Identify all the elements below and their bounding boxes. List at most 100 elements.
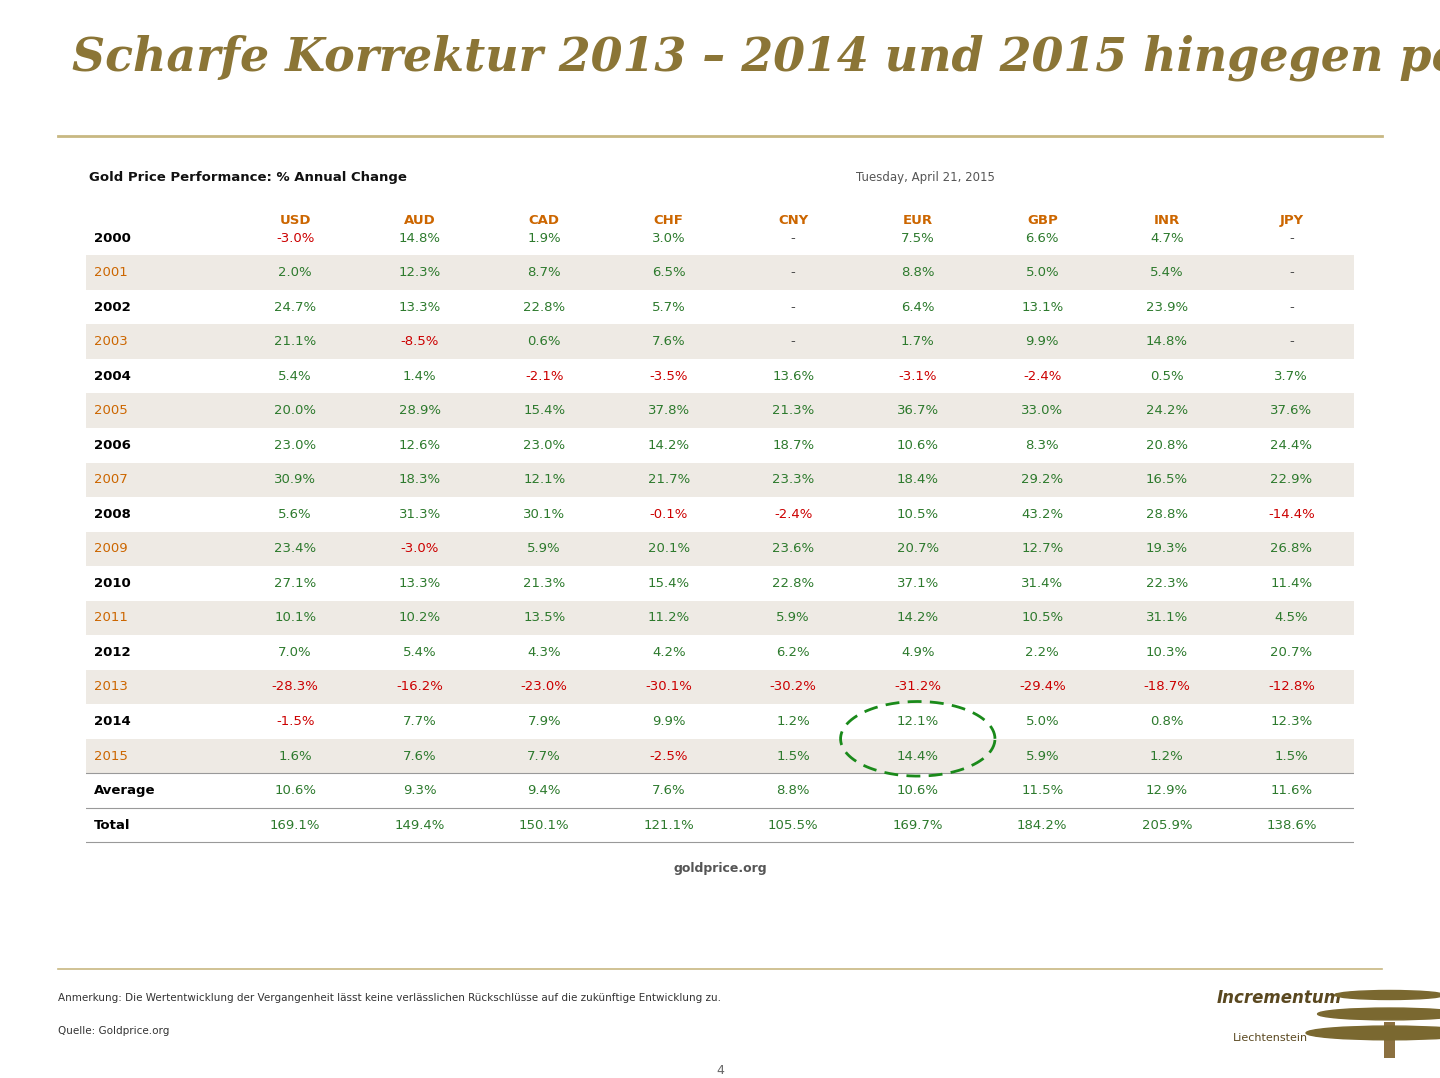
Text: -31.2%: -31.2% bbox=[894, 680, 942, 693]
Text: 14.4%: 14.4% bbox=[897, 749, 939, 762]
Text: 21.3%: 21.3% bbox=[772, 404, 815, 417]
Text: 11.5%: 11.5% bbox=[1021, 784, 1063, 797]
Text: Average: Average bbox=[94, 784, 156, 797]
Text: 12.9%: 12.9% bbox=[1146, 784, 1188, 797]
Text: Gold Price Performance: % Annual Change: Gold Price Performance: % Annual Change bbox=[89, 171, 408, 184]
Text: 23.0%: 23.0% bbox=[523, 439, 566, 452]
Text: -: - bbox=[1289, 335, 1293, 348]
Text: 13.3%: 13.3% bbox=[399, 577, 441, 590]
Text: 9.9%: 9.9% bbox=[1025, 335, 1058, 348]
Text: 138.6%: 138.6% bbox=[1266, 818, 1316, 831]
Text: 8.8%: 8.8% bbox=[901, 266, 935, 279]
Text: 22.8%: 22.8% bbox=[772, 577, 814, 590]
Text: AUD: AUD bbox=[403, 215, 435, 227]
Text: 31.1%: 31.1% bbox=[1146, 611, 1188, 624]
Text: 121.1%: 121.1% bbox=[644, 818, 694, 831]
Text: 4: 4 bbox=[716, 1064, 724, 1077]
Text: 3.0%: 3.0% bbox=[652, 232, 685, 245]
Text: 16.5%: 16.5% bbox=[1146, 473, 1188, 486]
Text: 20.1%: 20.1% bbox=[648, 542, 690, 555]
Text: 105.5%: 105.5% bbox=[768, 818, 818, 831]
Text: 5.9%: 5.9% bbox=[776, 611, 811, 624]
Text: 1.7%: 1.7% bbox=[901, 335, 935, 348]
Text: 5.0%: 5.0% bbox=[1025, 266, 1058, 279]
Text: 2000: 2000 bbox=[94, 232, 131, 245]
Text: 10.6%: 10.6% bbox=[897, 439, 939, 452]
Text: 18.7%: 18.7% bbox=[772, 439, 814, 452]
Text: 2006: 2006 bbox=[94, 439, 131, 452]
Text: -2.5%: -2.5% bbox=[649, 749, 688, 762]
Text: 169.7%: 169.7% bbox=[893, 818, 943, 831]
Text: 23.0%: 23.0% bbox=[274, 439, 317, 452]
Text: 2001: 2001 bbox=[94, 266, 128, 279]
Text: 2.0%: 2.0% bbox=[278, 266, 312, 279]
Text: 1.9%: 1.9% bbox=[527, 232, 562, 245]
Text: -2.1%: -2.1% bbox=[526, 370, 563, 383]
Text: 2015: 2015 bbox=[94, 749, 128, 762]
Text: -30.2%: -30.2% bbox=[770, 680, 816, 693]
Text: -3.0%: -3.0% bbox=[400, 542, 439, 555]
FancyBboxPatch shape bbox=[86, 393, 1354, 428]
FancyBboxPatch shape bbox=[86, 738, 1354, 773]
Text: 5.0%: 5.0% bbox=[1025, 715, 1058, 728]
Text: 37.6%: 37.6% bbox=[1270, 404, 1312, 417]
Text: Tuesday, April 21, 2015: Tuesday, April 21, 2015 bbox=[855, 171, 995, 184]
Text: 13.3%: 13.3% bbox=[399, 301, 441, 314]
Text: 5.7%: 5.7% bbox=[652, 301, 685, 314]
Text: CNY: CNY bbox=[778, 215, 808, 227]
Text: 20.7%: 20.7% bbox=[897, 542, 939, 555]
Text: -3.1%: -3.1% bbox=[899, 370, 937, 383]
Text: 20.7%: 20.7% bbox=[1270, 646, 1312, 659]
Text: 13.5%: 13.5% bbox=[523, 611, 566, 624]
Text: 1.4%: 1.4% bbox=[403, 370, 436, 383]
Text: -: - bbox=[1289, 266, 1293, 279]
Text: 12.1%: 12.1% bbox=[523, 473, 566, 486]
Text: 4.5%: 4.5% bbox=[1274, 611, 1308, 624]
Text: 2014: 2014 bbox=[94, 715, 131, 728]
Text: 2010: 2010 bbox=[94, 577, 131, 590]
Text: -8.5%: -8.5% bbox=[400, 335, 439, 348]
Text: 6.5%: 6.5% bbox=[652, 266, 685, 279]
Text: 150.1%: 150.1% bbox=[518, 818, 569, 831]
Text: 14.2%: 14.2% bbox=[897, 611, 939, 624]
Text: -2.4%: -2.4% bbox=[775, 508, 812, 521]
Text: 5.6%: 5.6% bbox=[278, 508, 312, 521]
Text: 6.2%: 6.2% bbox=[776, 646, 811, 659]
Text: 28.9%: 28.9% bbox=[399, 404, 441, 417]
Text: 13.6%: 13.6% bbox=[772, 370, 814, 383]
Text: Incrementum: Incrementum bbox=[1217, 990, 1342, 1007]
Text: -1.5%: -1.5% bbox=[276, 715, 314, 728]
Text: 11.2%: 11.2% bbox=[648, 611, 690, 624]
Text: 18.4%: 18.4% bbox=[897, 473, 939, 486]
Text: 37.8%: 37.8% bbox=[648, 404, 690, 417]
Text: 0.8%: 0.8% bbox=[1151, 715, 1184, 728]
Text: 2005: 2005 bbox=[94, 404, 128, 417]
Text: 24.2%: 24.2% bbox=[1146, 404, 1188, 417]
Text: 6.4%: 6.4% bbox=[901, 301, 935, 314]
Text: 9.4%: 9.4% bbox=[527, 784, 562, 797]
Text: 36.7%: 36.7% bbox=[897, 404, 939, 417]
Text: 149.4%: 149.4% bbox=[395, 818, 445, 831]
Text: 2013: 2013 bbox=[94, 680, 128, 693]
Text: 30.9%: 30.9% bbox=[274, 473, 317, 486]
Text: 7.7%: 7.7% bbox=[403, 715, 436, 728]
Text: 10.2%: 10.2% bbox=[399, 611, 441, 624]
Text: 1.5%: 1.5% bbox=[776, 749, 811, 762]
Circle shape bbox=[1306, 1026, 1440, 1040]
Text: 1.6%: 1.6% bbox=[278, 749, 312, 762]
Text: 24.7%: 24.7% bbox=[274, 301, 317, 314]
Text: 21.7%: 21.7% bbox=[648, 473, 690, 486]
Text: CAD: CAD bbox=[528, 215, 560, 227]
Text: GBP: GBP bbox=[1027, 215, 1057, 227]
Text: 11.6%: 11.6% bbox=[1270, 784, 1312, 797]
Text: 9.3%: 9.3% bbox=[403, 784, 436, 797]
Text: Total: Total bbox=[94, 818, 131, 831]
Text: 7.6%: 7.6% bbox=[652, 784, 685, 797]
FancyBboxPatch shape bbox=[86, 255, 1354, 290]
Text: 3.7%: 3.7% bbox=[1274, 370, 1308, 383]
Text: 2004: 2004 bbox=[94, 370, 131, 383]
Text: 23.4%: 23.4% bbox=[274, 542, 317, 555]
Text: -: - bbox=[791, 335, 796, 348]
Text: USD: USD bbox=[279, 215, 311, 227]
Text: 21.3%: 21.3% bbox=[523, 577, 566, 590]
